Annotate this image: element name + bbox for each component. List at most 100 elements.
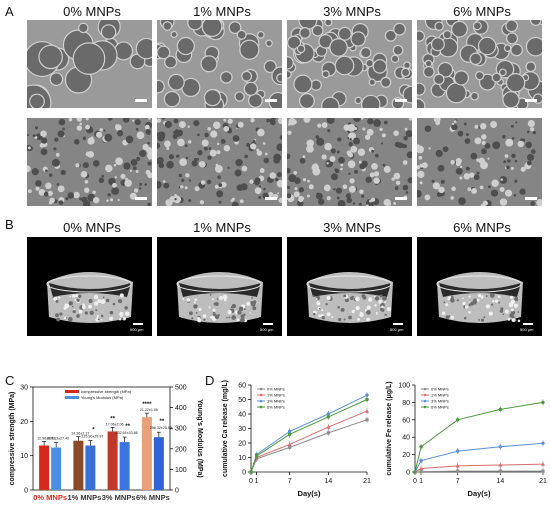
sem-grain [249,179,254,184]
ct-texture-dot [227,309,232,315]
ct-texture-dot [462,301,466,306]
ct-texture-dot [118,318,122,321]
sem-pore [469,52,482,66]
sem-grain [92,160,100,167]
sem-grain [371,149,374,153]
sem-grain [38,188,46,196]
sem-pore [525,36,542,57]
sem-grain [359,163,366,170]
ct-texture-dot [517,311,520,313]
bar-modulus [85,445,96,490]
sem-grain [287,193,292,199]
sem-grain [41,137,48,144]
sem-image-r2-c4 [417,118,542,206]
sem-grain [469,172,475,178]
ct-texture-dot [447,297,451,301]
sem-grain [256,150,263,156]
sem-grain [371,162,378,170]
sem-grain [424,125,432,133]
ct-image-4: 500 μm [417,237,542,336]
sem-grain [465,133,469,137]
data-point [456,469,460,473]
sem-grain [177,138,185,147]
sem-grain [287,123,291,126]
sem-grain [520,166,526,172]
sem-grain [307,179,310,183]
ct-texture-dot [124,311,130,317]
ct-texture-dot [315,298,318,300]
legend-label: 0% MNPs [267,387,285,392]
sem-grain [348,141,353,147]
sem-grain [184,186,188,190]
sem-grain [515,121,518,124]
legend-marker [423,393,427,397]
sem-grain [103,129,106,132]
sem-grain [125,181,128,184]
sem-grain [287,185,291,189]
data-label-modulus: 232.61±33.88 [116,431,138,435]
sem-grain [223,126,230,132]
sem-grain [306,194,310,198]
ct-scale-label: 500 μm [520,327,534,332]
sem-grain [49,197,55,204]
bar-strength [73,440,84,490]
sem-pore [334,55,355,76]
sem-grain [327,129,331,133]
ct-texture-dot [378,300,382,304]
ct-texture-dot [504,309,509,314]
ct-texture-dot [374,295,376,298]
sem-grain [366,204,369,206]
x-tick-label: 14 [496,478,504,485]
sem-grain [266,118,270,123]
sem-grain [173,129,181,138]
data-label-modulus: 206.13±27.40 [47,437,69,441]
sem-pore [350,31,366,47]
sem-grain [357,148,366,156]
series-line [414,401,544,473]
ct-texture-dot [53,296,58,301]
sem-pore [100,24,117,40]
sem-grain [148,157,151,160]
sem-grain [371,197,376,202]
sem-grain [346,197,353,204]
sem-grain [438,186,445,194]
sem-grain [365,176,372,183]
sem-grain [241,165,248,172]
ct-texture-dot [379,294,383,298]
y-tick-label: 20 [238,441,246,448]
data-point [419,445,423,449]
sem-grain [492,141,501,150]
series-line [250,410,368,473]
sem-grain [347,137,350,140]
y-left-tick-label: 0 [24,488,28,495]
sem-grain [112,188,116,192]
sem-pore [157,45,171,60]
sem-pore [470,91,479,101]
sem-grain [57,130,65,138]
ct-texture-dot [64,303,70,309]
y-left-tick-label: 10 [20,453,28,460]
ct-texture-dot [69,295,72,298]
sem-grain [220,138,226,144]
sem-grain [136,156,141,162]
sem-grain [383,165,391,173]
sem-grain [418,155,423,160]
sem-grain [347,123,356,132]
x-axis-label: Day(s) [468,489,491,498]
y-tick-label: 0 [242,470,246,477]
y-right-tick-label: 300 [175,426,187,433]
sem-grain [452,122,455,126]
sem-pore [329,38,348,57]
sem-grain [393,172,401,180]
ct-texture-dot [498,301,501,304]
ct-texture-dot [218,295,224,301]
sem-grain [263,157,270,164]
sem-grain [287,153,291,159]
sem-grain [250,143,257,150]
sem-pore [503,44,512,52]
sem-pore [49,72,64,86]
ct-texture-dot [477,293,482,298]
sem-pore [321,96,340,108]
sem-grain [246,142,251,148]
